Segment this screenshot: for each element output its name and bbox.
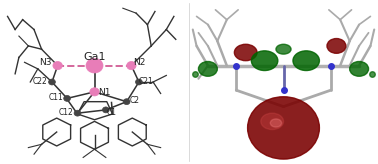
Ellipse shape [198, 62, 217, 76]
Ellipse shape [293, 51, 319, 71]
Text: C21: C21 [139, 77, 154, 86]
Ellipse shape [248, 97, 319, 159]
Circle shape [74, 110, 81, 116]
Text: C11: C11 [48, 93, 63, 102]
Circle shape [90, 88, 99, 96]
Circle shape [64, 95, 70, 101]
Circle shape [53, 62, 62, 70]
Circle shape [135, 79, 142, 85]
Ellipse shape [234, 44, 257, 61]
Ellipse shape [350, 62, 369, 76]
Text: N1: N1 [98, 88, 110, 97]
Text: C2: C2 [129, 96, 139, 104]
Circle shape [86, 58, 103, 73]
Text: C12: C12 [59, 108, 74, 117]
Text: N2: N2 [133, 58, 145, 67]
Ellipse shape [261, 113, 284, 130]
Text: Ga1: Ga1 [83, 52, 106, 62]
Ellipse shape [276, 44, 291, 54]
Text: C1: C1 [107, 108, 116, 117]
Circle shape [123, 99, 130, 105]
Text: N3: N3 [39, 58, 52, 67]
Circle shape [48, 79, 55, 85]
Circle shape [102, 107, 109, 113]
Text: C22: C22 [32, 77, 47, 86]
Ellipse shape [251, 51, 278, 71]
Ellipse shape [327, 39, 346, 53]
Ellipse shape [270, 119, 282, 127]
Circle shape [127, 62, 136, 70]
